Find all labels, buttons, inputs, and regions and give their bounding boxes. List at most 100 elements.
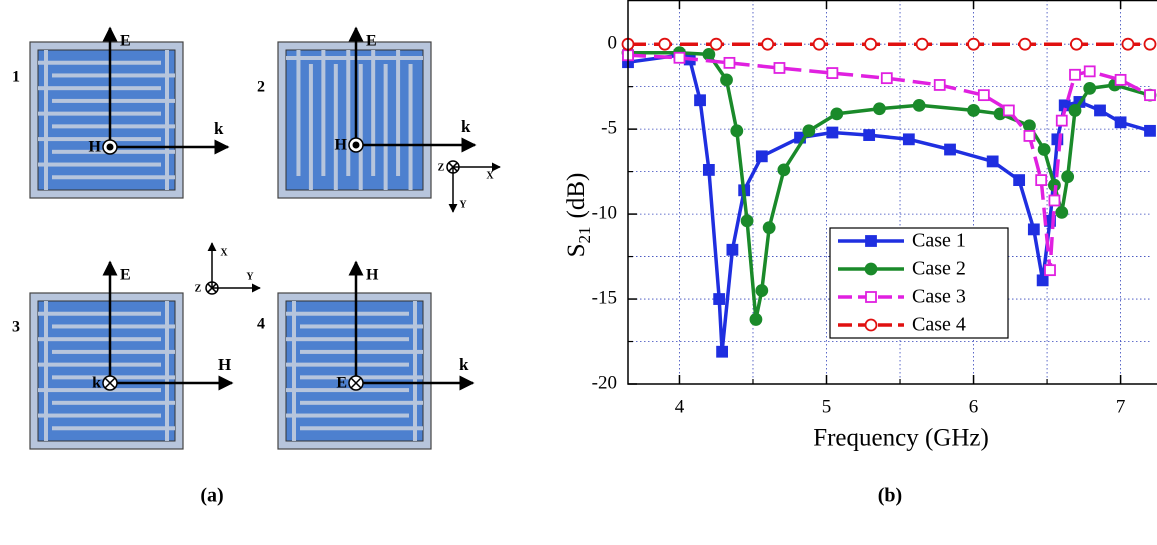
cell-number: 1 (12, 69, 20, 86)
data-point (880, 72, 893, 85)
slot (38, 388, 161, 393)
axis-label: Y (459, 199, 467, 210)
slot (358, 64, 363, 190)
slot (308, 64, 313, 190)
slot (396, 50, 401, 176)
legend-label: Case 2 (912, 258, 966, 280)
plot-frame (627, 0, 1157, 385)
data-point (830, 107, 844, 121)
data-point (761, 37, 775, 51)
legend-marker (865, 291, 877, 303)
arrow-label: k (459, 355, 469, 374)
slot (383, 64, 388, 190)
panel-label: (b) (878, 485, 902, 507)
field-cross (350, 377, 362, 389)
data-point (730, 124, 744, 138)
slot (44, 50, 48, 190)
slot (52, 349, 175, 354)
slot (38, 60, 161, 65)
data-point (726, 243, 739, 256)
data-point (709, 37, 723, 51)
slot (286, 388, 409, 393)
center-label: H (89, 139, 102, 156)
metal-pattern (285, 49, 424, 191)
slot (371, 50, 376, 176)
arrow-label: E (366, 33, 377, 50)
slot (38, 86, 161, 91)
data-point (864, 37, 878, 51)
x-tick-label: 6 (969, 396, 979, 417)
x-axis-title: Frequency (GHz) (813, 425, 989, 452)
axis-label: X (220, 247, 228, 258)
metal-pattern (37, 300, 176, 442)
slot (52, 426, 175, 431)
x-tick-label: 7 (1116, 396, 1126, 417)
legend-marker (864, 318, 878, 332)
data-point (740, 214, 754, 228)
arrow-label: H (366, 267, 379, 284)
data-point (713, 293, 726, 305)
data-point (1114, 73, 1127, 86)
data-point (1055, 114, 1068, 127)
x-tick-label: 4 (675, 396, 685, 417)
legend-label: Case 1 (912, 230, 966, 252)
slot (165, 50, 169, 190)
slot (300, 349, 423, 354)
data-point (812, 37, 826, 51)
data-point (1023, 119, 1036, 133)
slot (52, 124, 175, 129)
slot (165, 301, 169, 441)
data-point (702, 164, 715, 176)
slot (292, 301, 296, 441)
data-point (1144, 124, 1156, 137)
axis-label: Y (246, 271, 254, 282)
data-point (755, 284, 769, 297)
data-point (1023, 130, 1036, 142)
data-point (720, 73, 733, 87)
slot (346, 50, 351, 176)
legend-marker (864, 262, 878, 276)
y-tick-label: -10 (592, 202, 617, 223)
data-point (1144, 89, 1156, 102)
data-point (716, 345, 729, 358)
y-tick-label: -15 (592, 287, 617, 308)
slot (321, 50, 326, 176)
cell-number: 3 (12, 319, 20, 336)
slot (286, 337, 409, 342)
legend-label: Case 3 (912, 286, 966, 308)
legend (829, 227, 1009, 339)
y-tick-label: -5 (601, 117, 617, 138)
y-axis-title: S21 (dB) (563, 173, 594, 258)
arrow-label: k (461, 117, 471, 136)
arrow-label: E (120, 267, 131, 284)
data-point (694, 94, 706, 107)
data-point (1002, 104, 1015, 117)
x-tick-label: 5 (822, 396, 832, 417)
data-point (1044, 264, 1056, 277)
legend-label: Case 4 (912, 314, 966, 336)
data-point (702, 47, 716, 61)
slot (300, 400, 423, 405)
data-point (933, 79, 946, 91)
data-point (1068, 104, 1082, 117)
data-point (912, 98, 926, 112)
data-point (863, 129, 876, 141)
arrow-label: H (218, 355, 231, 374)
data-point (1094, 104, 1106, 117)
y-tick-label: -20 (592, 372, 617, 393)
data-point (1027, 223, 1040, 236)
slot (333, 64, 338, 190)
slot (300, 324, 423, 329)
cell-number: 4 (257, 316, 265, 333)
data-point (986, 155, 999, 168)
slot (44, 301, 48, 441)
slot (38, 362, 161, 367)
slot (38, 311, 161, 316)
data-point (1070, 37, 1083, 51)
data-point (749, 313, 763, 326)
data-point (1037, 143, 1051, 156)
data-point (1061, 170, 1075, 184)
data-point (873, 102, 886, 116)
